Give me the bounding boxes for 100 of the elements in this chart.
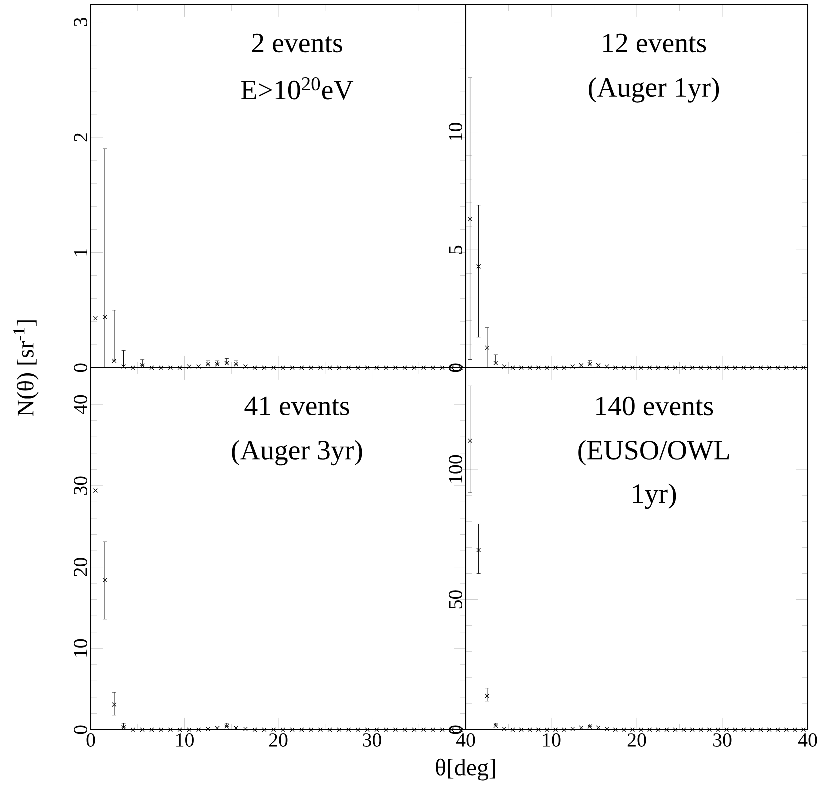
point [187,728,192,732]
x-tick-label: 30 [363,734,382,747]
point [280,728,286,732]
point [698,366,704,370]
point [468,438,473,444]
point [664,366,670,370]
point [318,728,323,732]
point [801,728,806,732]
point [328,366,332,370]
point [280,366,286,370]
point [656,366,661,370]
point [502,726,507,732]
point [290,728,295,732]
point [630,728,636,732]
point [562,728,567,732]
point [733,366,738,370]
point [742,728,746,732]
point [130,728,136,732]
point [309,366,314,370]
point [544,366,550,370]
point [801,366,806,370]
point [440,728,445,732]
point [792,728,798,732]
point [536,366,541,370]
y-tick-label: 40 [74,395,88,414]
point [140,728,145,732]
point [93,316,98,321]
point [758,728,764,732]
point [690,366,695,370]
point [784,728,789,732]
point [613,366,618,370]
point [252,366,258,370]
point [707,728,712,732]
point [776,366,780,370]
point [402,728,408,732]
point [536,728,541,732]
point [570,726,576,732]
point [630,366,636,370]
point [243,726,248,732]
y-tick-label: 50 [449,590,462,609]
point [733,728,738,732]
point [300,728,304,732]
point [93,488,98,494]
point [393,366,398,370]
y-tick-label: 3 [74,18,88,26]
y-tick-label: 2 [74,134,88,142]
point [159,728,164,732]
point [196,728,202,732]
point [784,366,789,370]
y-tick-label: 0 [74,726,88,734]
point [356,366,360,370]
x-tick-label: 40 [798,734,818,747]
point [570,364,576,370]
point [604,726,610,732]
y-tick-label: 0 [74,364,88,372]
point [639,728,644,732]
point [750,728,755,732]
point [318,366,323,370]
point [604,364,610,370]
point [300,366,304,370]
point [196,364,202,370]
point [554,728,558,732]
point [648,366,652,370]
point [622,728,626,732]
point [328,728,332,732]
point [402,366,408,370]
point [187,364,192,370]
point [262,366,267,370]
point [346,366,352,370]
point [767,728,772,732]
x-tick-label: 30 [714,734,732,747]
annotation: 41 events [244,396,350,416]
point [528,728,532,732]
point [206,726,210,732]
x-tick-label: 20 [269,734,288,747]
point [724,728,730,732]
point [648,728,652,732]
y-tick-label: 10 [449,123,462,140]
point [430,728,436,732]
point [290,366,295,370]
annotation: (Auger 3yr) [232,440,362,466]
point [272,728,276,732]
point [682,728,686,732]
point [272,366,276,370]
point [252,728,258,732]
point [337,728,342,732]
point [262,728,267,732]
point [519,366,524,370]
point [356,728,360,732]
point [767,366,772,370]
point [716,366,721,370]
point [579,363,584,368]
point [656,728,661,732]
point [510,366,516,370]
point [393,728,398,732]
point [412,728,417,732]
point [374,728,380,732]
point [374,366,380,370]
point [485,346,490,350]
point [243,364,248,370]
